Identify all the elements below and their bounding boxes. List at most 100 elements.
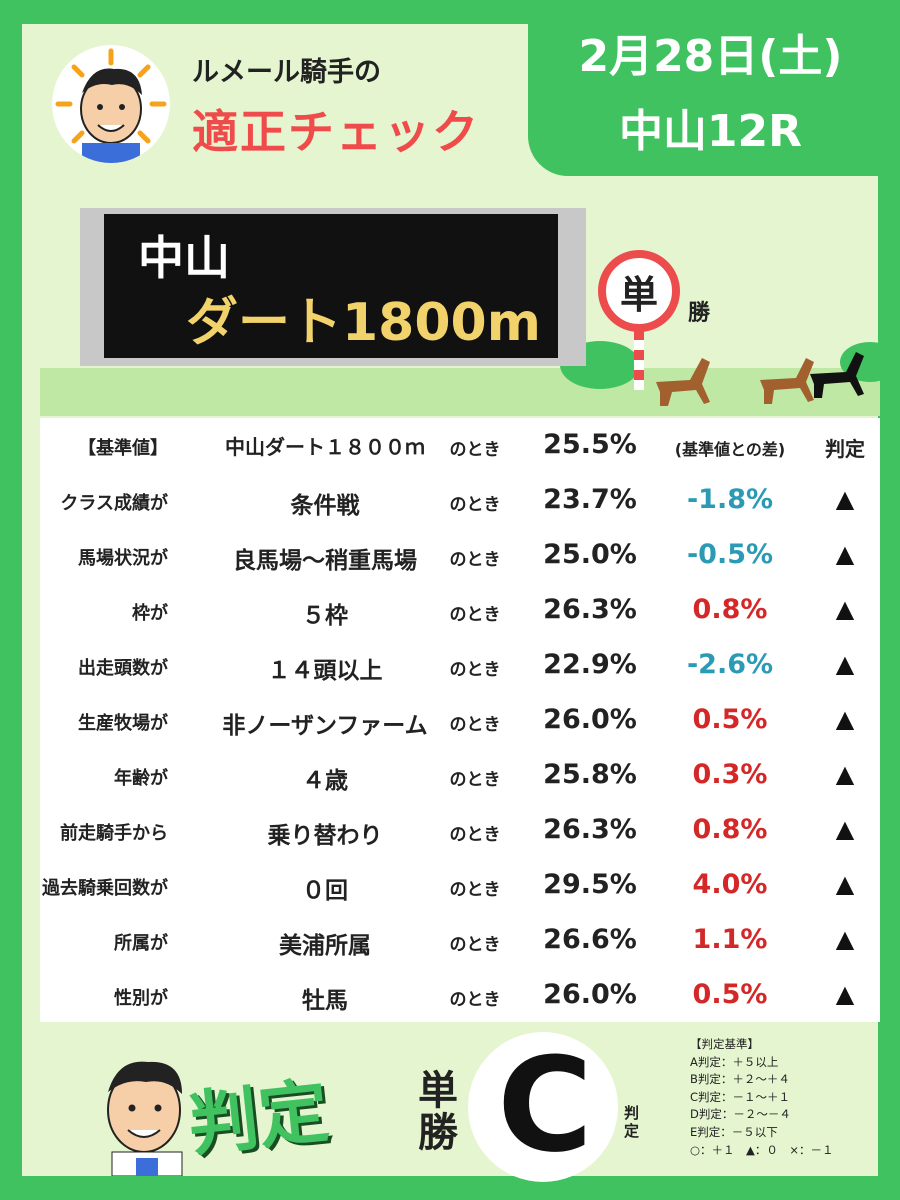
title-subtitle: ルメール騎手の (192, 57, 381, 88)
row-judge: ▲ (835, 925, 855, 953)
table-row: 年齢が ４歳 のとき 25.8% 0.3% ▲ (40, 748, 880, 803)
row-label: 生産牧場が (78, 713, 168, 734)
verdict-heading: 判定 (184, 1069, 333, 1167)
criteria-line: D判定：－２～－４ (690, 1107, 791, 1122)
jockey-mascot-icon (107, 1061, 183, 1177)
criteria-title: 【判定基準】 (690, 1037, 759, 1051)
row-value: 乗り替わり (267, 823, 383, 849)
toki-label: のとき (449, 440, 501, 460)
row-diff: 0.8% (692, 594, 768, 625)
course-board (104, 214, 558, 358)
row-pct: 26.0% (543, 979, 637, 1010)
toki-label: のとき (449, 660, 501, 680)
frame-bottom (0, 1176, 900, 1200)
row-judge: ▲ (835, 540, 855, 568)
race-number: 中山12R (618, 106, 803, 157)
table-row: 前走騎手から 乗り替わり のとき 26.3% 0.8% ▲ (40, 803, 880, 858)
track-strip (40, 368, 880, 416)
row-pct: 29.5% (543, 869, 637, 900)
row-diff: 0.8% (692, 814, 768, 845)
date-panel (528, 8, 890, 176)
row-value: 牡馬 (302, 988, 348, 1014)
judge-header: 判定 (825, 437, 865, 461)
row-judge: ▲ (835, 760, 855, 788)
row-judge: ▲ (835, 815, 855, 843)
row-label: 年齢が (114, 768, 168, 789)
row-judge: ▲ (835, 870, 855, 898)
row-diff: -0.5% (686, 539, 774, 570)
row-pct: 26.3% (543, 594, 637, 625)
criteria-line: E判定：－５以下 (690, 1124, 778, 1139)
base-label: 【基準値】 (78, 438, 168, 459)
criteria-line: C判定：－１～＋１ (690, 1089, 791, 1104)
frame-left (0, 0, 22, 1200)
row-label: 前走騎手から (60, 823, 168, 844)
row-pct: 25.0% (543, 539, 637, 570)
row-judge: ▲ (835, 650, 855, 678)
row-pct: 26.3% (543, 814, 637, 845)
horse-icon (760, 358, 814, 404)
toki-label: のとき (449, 880, 501, 900)
page-title: 適正チェック (192, 105, 480, 159)
sign-pole (634, 330, 644, 390)
table-row: 枠が ５枠 のとき 26.3% 0.8% ▲ (40, 583, 880, 638)
table-header-row: 【基準値】 中山ダート１８００ｍ のとき 25.5% (基準値との差) 判定 (40, 418, 880, 473)
table-row: 生産牧場が 非ノーザンファーム のとき 26.0% 0.5% ▲ (40, 693, 880, 748)
row-pct: 25.8% (543, 759, 637, 790)
jockey-avatar (52, 45, 170, 163)
table-row: 性別が 牡馬 のとき 26.0% 0.5% ▲ (40, 968, 880, 1023)
row-diff: -2.6% (686, 649, 774, 680)
jockey-face-icon (55, 48, 167, 163)
row-judge: ▲ (835, 485, 855, 513)
frame-right (878, 0, 900, 1200)
base-pct: 25.5% (543, 429, 637, 460)
diff-header: (基準値との差) (674, 440, 786, 459)
base-value: 中山ダート１８００ｍ (225, 435, 425, 459)
row-value: 美浦所属 (279, 933, 371, 959)
horse-icon (656, 358, 710, 406)
table-row: 過去騎乗回数が ０回 のとき 29.5% 4.0% ▲ (40, 858, 880, 913)
win-bet-sign-label: 単 (619, 273, 658, 317)
row-value: 条件戦 (290, 493, 360, 519)
toki-label: のとき (449, 550, 501, 570)
row-diff: 0.5% (692, 704, 768, 735)
toki-label: のとき (449, 715, 501, 735)
table-row: クラス成績が 条件戦 のとき 23.7% -1.8% ▲ (40, 473, 880, 528)
race-date: 2月28日(土) (578, 31, 843, 82)
table-row: 所属が 美浦所属 のとき 26.6% 1.1% ▲ (40, 913, 880, 968)
jockey-mascot (92, 1040, 202, 1177)
row-label: 出走頭数が (78, 658, 168, 679)
row-judge: ▲ (835, 595, 855, 623)
row-pct: 26.0% (543, 704, 637, 735)
criteria-legend: 【判定基準】 A判定：＋５以上 B判定：＋２～＋４ C判定：－１～＋１ D判定：… (690, 1036, 890, 1159)
row-value: ５枠 (302, 603, 348, 629)
toki-label: のとき (449, 495, 501, 515)
table-row: 馬場状況が 良馬場～稍重馬場 のとき 25.0% -0.5% ▲ (40, 528, 880, 583)
row-value: ４歳 (302, 768, 348, 794)
row-value: １４頭以上 (267, 658, 383, 684)
grade-suffix: 判定 (624, 1104, 640, 1140)
verdict-bet-line1: 単 (418, 1068, 458, 1114)
toki-label: のとき (449, 990, 501, 1010)
course-venue: 中山 (138, 231, 230, 285)
row-pct: 23.7% (543, 484, 637, 515)
row-diff: 0.5% (692, 979, 768, 1010)
course-distance: ダート1800m (186, 293, 541, 353)
toki-label: のとき (449, 605, 501, 625)
horse-racing-illustration (560, 341, 890, 406)
row-value: 良馬場～稍重馬場 (233, 548, 417, 574)
verdict-bet-line2: 勝 (418, 1110, 458, 1156)
criteria-line: ○：＋１ ▲：０ ×：－１ (690, 1142, 834, 1157)
row-judge: ▲ (835, 705, 855, 733)
row-label: クラス成績が (60, 493, 168, 514)
toki-label: のとき (449, 770, 501, 790)
horse-icon (810, 352, 864, 398)
row-value: ０回 (302, 878, 348, 904)
row-label: 枠が (132, 603, 168, 624)
win-bet-sign (598, 250, 680, 332)
row-pct: 22.9% (543, 649, 637, 680)
row-diff: 1.1% (692, 924, 768, 955)
row-diff: -1.8% (686, 484, 774, 515)
row-label: 所属が (114, 933, 168, 954)
toki-label: のとき (449, 825, 501, 845)
